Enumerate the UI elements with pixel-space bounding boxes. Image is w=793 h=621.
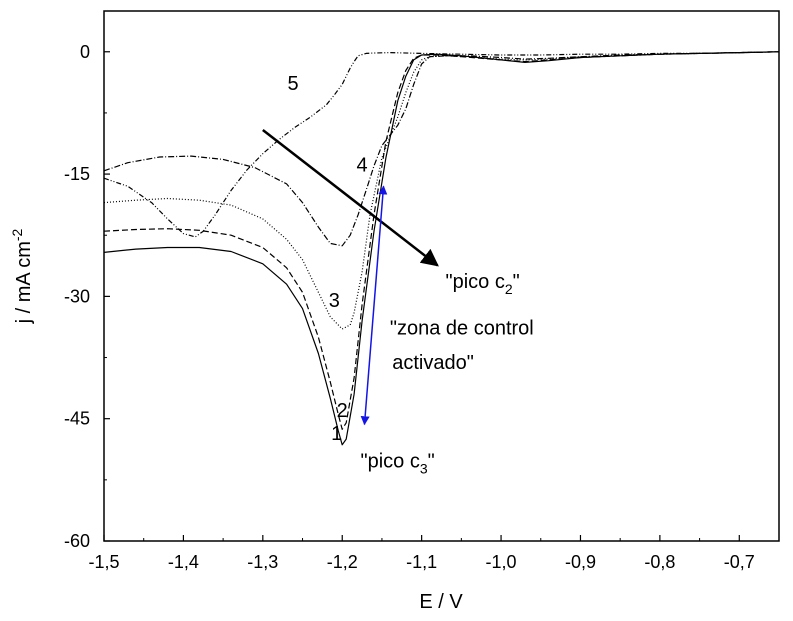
y-tick-label: -30: [64, 286, 90, 306]
blue-arrow: [360, 185, 388, 426]
plot-frame: [103, 10, 780, 542]
x-tick-label: -1,4: [168, 552, 199, 572]
x-axis-title: E / V: [419, 591, 463, 613]
y-axis-ticks: 0 -15 -30 -45 -60: [64, 42, 110, 551]
black-arrow: [262, 129, 439, 267]
annotation-pico-c2: "pico c2": [445, 271, 519, 297]
y-tick-label: -45: [64, 409, 90, 429]
curve-label-3: 3: [329, 290, 340, 312]
x-tick-label: -0,7: [724, 552, 755, 572]
x-axis-ticks: -1,5 -1,4 -1,3 -1,2 -1,1 -1,0 -0,9 -0,8 -0,7: [88, 535, 755, 572]
curve-label-layer: 12 3 4 5: [287, 73, 367, 445]
y-tick-label: -60: [64, 531, 90, 551]
y-tick-label: 0: [80, 42, 90, 62]
y-tick-label: -15: [64, 164, 90, 184]
curve-label-2: 2: [337, 400, 348, 422]
x-tick-label: -1,5: [88, 552, 119, 572]
x-tick-label: -1,0: [486, 552, 517, 572]
annotation-zona-line2: activado": [392, 352, 474, 374]
series-line-3: [103, 51, 780, 330]
x-tick-label: -1,3: [247, 552, 278, 572]
series-line-4: [103, 51, 780, 247]
y-axis-title: j / mA cm-2: [9, 228, 35, 324]
series-line-5: [103, 51, 780, 238]
series-layer: [103, 51, 780, 446]
x-tick-label: -0,9: [565, 552, 596, 572]
x-tick-label: -1,1: [406, 552, 437, 572]
curve-label-4: 4: [357, 155, 368, 177]
curve-label-1: 1: [331, 423, 342, 445]
annotation-zona-line1: "zona de control: [390, 318, 534, 340]
x-tick-label: -1,2: [327, 552, 358, 572]
curve-label-5: 5: [287, 73, 298, 95]
series-line-1: [103, 51, 780, 446]
x-tick-label: -0,8: [644, 552, 675, 572]
series-line-2: [103, 51, 780, 430]
annotation-pico-c3: "pico c3": [361, 451, 435, 477]
